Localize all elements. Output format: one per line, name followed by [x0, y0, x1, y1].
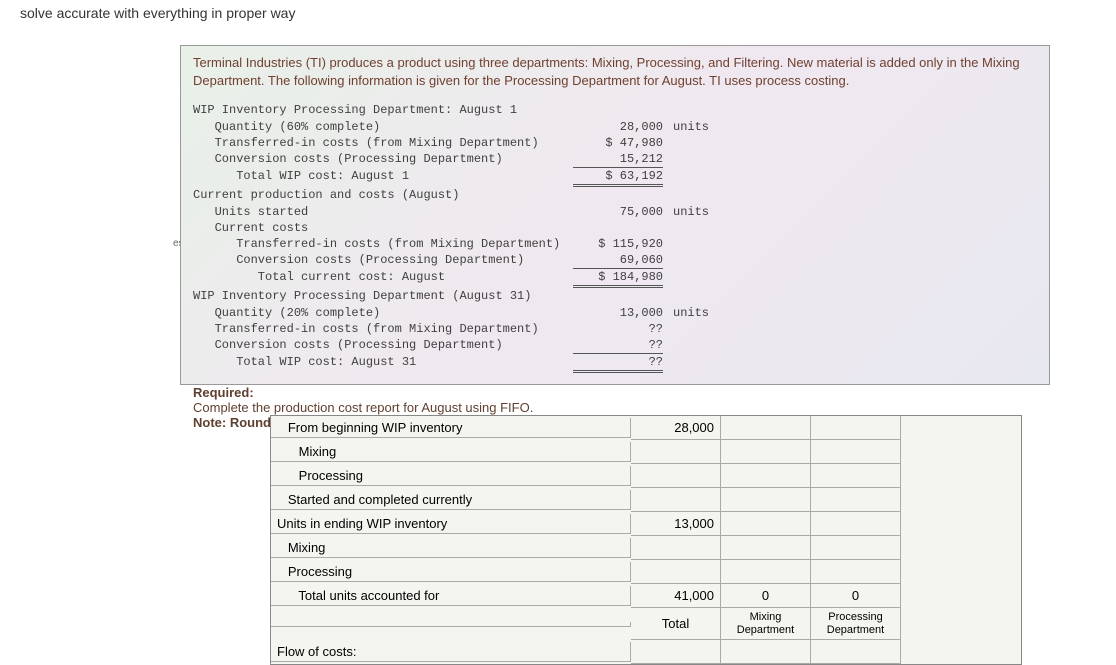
- table-row[interactable]: Total units accounted for 41,000 0 0: [271, 584, 1021, 608]
- unit: units: [663, 204, 709, 220]
- table-row[interactable]: Processing: [271, 560, 1021, 584]
- problem-statement: Terminal Industries (TI) produces a prod…: [180, 45, 1050, 385]
- instruction-text: solve accurate with everything in proper…: [20, 5, 295, 21]
- value: $ 184,980: [573, 269, 663, 288]
- cell[interactable]: 0: [721, 584, 811, 608]
- label: Quantity (60% complete): [193, 119, 573, 135]
- intro-text: Terminal Industries (TI) produces a prod…: [193, 54, 1037, 90]
- cell[interactable]: [721, 464, 811, 488]
- table-row[interactable]: Mixing: [271, 440, 1021, 464]
- table-row[interactable]: Units in ending WIP inventory 13,000: [271, 512, 1021, 536]
- required-text: Complete the production cost report for …: [193, 400, 1037, 415]
- cell[interactable]: [721, 560, 811, 584]
- col-header: Mixing Department: [721, 608, 811, 640]
- value: ??: [573, 354, 663, 373]
- table-row[interactable]: Mixing: [271, 536, 1021, 560]
- row-label: Total units accounted for: [271, 586, 631, 606]
- row-label: Mixing: [271, 538, 631, 558]
- label: Current costs: [193, 220, 573, 236]
- value: $ 47,980: [573, 135, 663, 151]
- table-row[interactable]: Started and completed currently: [271, 488, 1021, 512]
- label: Conversion costs (Processing Department): [193, 151, 573, 168]
- cell[interactable]: [811, 464, 901, 488]
- cell[interactable]: [631, 440, 721, 464]
- value: 75,000: [573, 204, 663, 220]
- value: 28,000: [573, 119, 663, 135]
- table-row[interactable]: Flow of costs:: [271, 640, 1021, 664]
- label: Total current cost: August: [193, 269, 573, 288]
- label: Conversion costs (Processing Department): [193, 252, 573, 269]
- value: ??: [573, 321, 663, 337]
- label: Total WIP cost: August 31: [193, 354, 573, 373]
- cell[interactable]: [811, 560, 901, 584]
- value: ??: [573, 337, 663, 354]
- table-row[interactable]: From beginning WIP inventory 28,000: [271, 416, 1021, 440]
- row-label: Started and completed currently: [271, 490, 631, 510]
- row-label: [271, 622, 631, 627]
- cell[interactable]: [721, 488, 811, 512]
- table-footer: Total Mixing Department Processing Depar…: [271, 608, 1021, 640]
- cell[interactable]: [631, 488, 721, 512]
- cell[interactable]: [721, 416, 811, 440]
- cell[interactable]: 13,000: [631, 512, 721, 536]
- row-label: Units in ending WIP inventory: [271, 514, 631, 534]
- data-block: WIP Inventory Processing Department: Aug…: [193, 102, 1037, 373]
- label: Total WIP cost: August 1: [193, 168, 573, 187]
- unit: units: [663, 305, 709, 321]
- cell[interactable]: [631, 536, 721, 560]
- row-label: Mixing: [271, 442, 631, 462]
- col-header: Processing Department: [811, 608, 901, 640]
- value: $ 63,192: [573, 168, 663, 187]
- label: Conversion costs (Processing Department): [193, 337, 573, 354]
- cell[interactable]: [631, 464, 721, 488]
- cell[interactable]: [721, 512, 811, 536]
- wip1-header: WIP Inventory Processing Department: Aug…: [193, 102, 573, 118]
- cell[interactable]: [811, 416, 901, 440]
- value: 69,060: [573, 252, 663, 269]
- cell[interactable]: [811, 536, 901, 560]
- cell[interactable]: 28,000: [631, 416, 721, 440]
- cell[interactable]: [811, 640, 901, 664]
- row-label: Flow of costs:: [271, 642, 631, 662]
- label: Transferred-in costs (from Mixing Depart…: [193, 135, 573, 151]
- value: 13,000: [573, 305, 663, 321]
- label: Quantity (20% complete): [193, 305, 573, 321]
- cell[interactable]: [631, 640, 721, 664]
- cell[interactable]: 0: [811, 584, 901, 608]
- value: $ 115,920: [573, 236, 663, 252]
- row-label: From beginning WIP inventory: [271, 418, 631, 438]
- cell[interactable]: 41,000: [631, 584, 721, 608]
- label: Transferred-in costs (from Mixing Depart…: [193, 321, 573, 337]
- curr-header: Current production and costs (August): [193, 187, 573, 203]
- wip31-header: WIP Inventory Processing Department (Aug…: [193, 288, 573, 304]
- label: Transferred-in costs (from Mixing Depart…: [193, 236, 573, 252]
- cell[interactable]: [811, 488, 901, 512]
- cell[interactable]: [811, 512, 901, 536]
- answer-spreadsheet: From beginning WIP inventory 28,000 Mixi…: [270, 415, 1022, 665]
- row-label: Processing: [271, 466, 631, 486]
- cell[interactable]: [631, 560, 721, 584]
- col-header: Total: [631, 608, 721, 640]
- cell[interactable]: [721, 536, 811, 560]
- value: 15,212: [573, 151, 663, 168]
- cell[interactable]: [721, 640, 811, 664]
- cell[interactable]: [811, 440, 901, 464]
- cell[interactable]: [721, 440, 811, 464]
- label: Units started: [193, 204, 573, 220]
- unit: units: [663, 119, 709, 135]
- required-heading: Required:: [193, 385, 1037, 400]
- row-label: Processing: [271, 562, 631, 582]
- table-row[interactable]: Processing: [271, 464, 1021, 488]
